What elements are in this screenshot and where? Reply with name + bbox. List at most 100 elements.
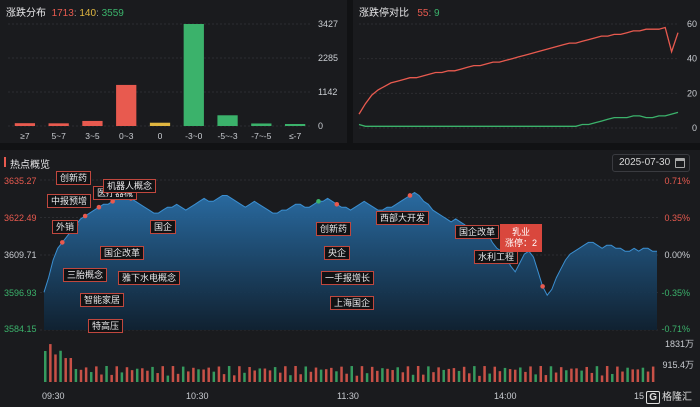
hotspot-label[interactable]: 特高压	[88, 319, 124, 333]
flat-count: 140	[79, 8, 97, 19]
highlight-title: 乳业	[512, 227, 531, 237]
hotspot-label[interactable]: 智能家居	[80, 293, 125, 307]
volume-bar	[437, 367, 440, 382]
volume-bar	[483, 366, 486, 382]
limit-compare-title: 涨跌停对比 55: 9	[359, 4, 440, 19]
volume-bar	[74, 369, 78, 382]
volume-bar	[365, 373, 369, 382]
volume-bar	[513, 369, 517, 382]
hotspot-label[interactable]: 雅下水电概念	[118, 271, 181, 285]
volume-bar	[406, 366, 410, 382]
volume-bar	[503, 367, 507, 382]
x-tick-label: 0	[158, 131, 163, 141]
volume-bar	[171, 366, 175, 382]
x-tick-time: 11:30	[337, 391, 359, 401]
hotspot-marker	[59, 240, 65, 245]
volume-bar	[278, 372, 282, 382]
volume-bar	[49, 344, 52, 382]
hotspot-label[interactable]: 三胎概念	[63, 268, 108, 282]
hotspot-label[interactable]: 国企	[150, 220, 177, 234]
down-count: 3559	[101, 8, 124, 19]
volume-bar	[641, 367, 645, 382]
volume-bar	[258, 368, 262, 382]
x-tick-label: ≥7	[20, 131, 30, 141]
volume-bar	[84, 367, 88, 382]
bar	[217, 115, 238, 126]
volume-bar	[330, 367, 333, 382]
bar	[48, 123, 69, 126]
y-tick-label: 1142	[318, 87, 337, 97]
hotspot-label[interactable]: 西部大开发	[376, 211, 430, 225]
x-tick-label: -7~-5	[251, 131, 271, 141]
volume-bar	[432, 372, 435, 382]
volume-bar	[493, 366, 497, 382]
volume-bar	[544, 375, 548, 382]
volume-bar	[549, 366, 553, 382]
series-line	[358, 26, 679, 115]
volume-bar	[427, 366, 430, 382]
volume-bar	[488, 373, 491, 382]
volume-bar	[345, 373, 348, 382]
volume-bar	[376, 370, 379, 382]
bar	[82, 120, 103, 126]
volume-bar	[370, 366, 374, 382]
y-tick-left: 3622.49	[4, 213, 37, 223]
volume-bar	[79, 369, 83, 382]
hotspot-marker	[110, 199, 115, 204]
hotspot-label[interactable]: 外销	[52, 220, 79, 234]
volume-bar	[130, 370, 134, 382]
limit-compare-panel: 涨跌停对比 55: 9 60 40 20 0	[353, 0, 700, 143]
limit-compare-title-text: 涨跌停对比	[359, 8, 409, 19]
volume-bar	[248, 367, 251, 382]
up-count: 1713	[51, 8, 74, 19]
x-tick-time: 14:00	[494, 391, 517, 401]
hotspot-marker	[96, 204, 102, 210]
hotspot-label[interactable]: 中报预增	[47, 194, 92, 208]
hotspot-label[interactable]: 国企改革	[455, 225, 500, 239]
hotspot-marker	[407, 193, 413, 198]
volume-bar	[54, 354, 57, 382]
hotspot-label[interactable]: 机器人概念	[103, 179, 157, 193]
index-area	[44, 192, 657, 330]
volume-bar	[575, 368, 578, 382]
volume-bar	[452, 368, 456, 382]
volume-bar	[651, 366, 655, 382]
volume-bar	[391, 370, 394, 382]
date-picker[interactable]: 2025-07-30	[612, 154, 690, 172]
volume-bar	[217, 366, 221, 382]
volume-bar	[422, 374, 425, 382]
calendar-icon[interactable]	[675, 158, 685, 168]
y-tick-label: 0	[692, 123, 697, 133]
volume-bar	[636, 369, 640, 382]
x-tick-label: 0~3	[119, 131, 134, 141]
hotspot-label[interactable]: 国企改革	[100, 246, 145, 260]
volume-bar	[181, 366, 185, 382]
y-tick-label: 0	[318, 121, 323, 131]
brand-name: 格隆汇	[662, 392, 692, 403]
volume-bar	[243, 372, 246, 382]
hotspot-label[interactable]: 创新药	[316, 222, 352, 236]
volume-bar	[233, 375, 236, 382]
volume-bar	[125, 367, 129, 382]
volume-bar	[151, 366, 154, 382]
hotspot-label[interactable]: 央企	[324, 246, 351, 260]
separator: :	[73, 8, 77, 19]
volume-bar	[263, 368, 267, 382]
distribution-bar-chart: 3427 2285 1142 0 ≥7 5~7 3~5 0~3 0 -3~0 -5~-3 -7~-5 ≤…	[8, 19, 338, 141]
hotspot-label[interactable]: 上海国企	[330, 296, 375, 310]
x-tick-time: 09:30	[42, 391, 65, 401]
y-tick-left: 3609.71	[4, 250, 37, 260]
volume-bar	[534, 374, 537, 382]
volume-bar	[559, 367, 563, 382]
hotspot-label[interactable]: 水利工程	[474, 250, 519, 264]
volume-bar	[309, 371, 313, 382]
volume-bar	[202, 369, 205, 382]
volume-bar	[105, 366, 108, 382]
volume-bar	[411, 374, 415, 382]
y-tick-right: 0.00%	[664, 250, 690, 260]
hotspot-highlight[interactable]: 乳业 涨停：2	[500, 224, 543, 252]
hotspot-label[interactable]: 创新药	[56, 171, 92, 185]
volume-tick: 915.4万	[662, 360, 694, 370]
bar	[116, 84, 137, 126]
hotspot-label[interactable]: 一手报增长	[321, 271, 375, 285]
